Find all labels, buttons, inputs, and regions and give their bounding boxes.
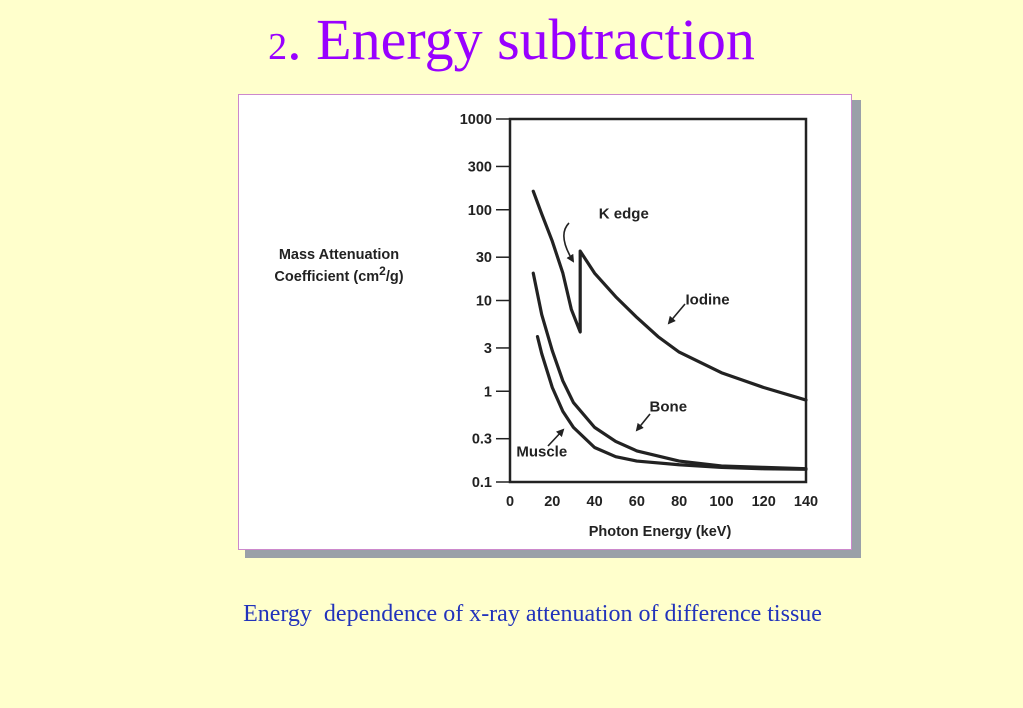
plot-frame [508,117,808,484]
x-tick-label: 80 [671,494,687,510]
slide-caption: Energy dependence of x-ray attenuation o… [243,601,822,627]
slide-title-text: . Energy subtraction [287,7,755,72]
y-tick-label: 30 [476,250,492,266]
bone-arrow [635,413,651,432]
muscle-arrow [547,428,565,447]
series-line-bone [531,271,808,471]
x-tick-label: 120 [752,494,776,510]
k-edge-arrow [563,222,575,263]
y-tick-label: 10 [476,294,492,310]
y-tick-label: 3 [484,341,492,357]
y-tick-label: 300 [468,159,492,175]
y-tick-label: 1 [484,384,492,400]
x-tick-label: 60 [629,494,645,510]
annotation-bone: Bone [650,398,688,415]
x-tick-label: 40 [587,494,603,510]
annotation-muscle: Muscle [516,444,567,461]
x-tick-label: 100 [709,494,733,510]
figure-frame: 1000 300 100 30 10 3 1 0.3 0.1 0 20 40 60 80 100 120 14… [238,94,852,550]
x-tick-label: 20 [544,494,560,510]
x-tick-label: 140 [794,494,818,510]
annotation-k-edge: K edge [599,206,649,223]
iodine-arrow [667,303,686,325]
y-tick-label: 100 [468,203,492,219]
slide-title: 2. Energy subtraction [0,6,1023,73]
series-line-muscle [535,335,808,471]
annotation-iodine: Iodine [685,292,729,309]
y-axis-label-line1: Mass Attenuation [279,247,399,263]
attenuation-chart: 1000 300 100 30 10 3 1 0.3 0.1 0 20 40 60 80 100 120 14… [274,112,818,540]
y-tick-label: 0.3 [472,432,492,448]
x-tick-label: 0 [506,494,514,510]
y-axis-label-line2: Coefficient (cm2/g) [274,264,403,285]
x-axis-label: Photon Energy (keV) [589,524,732,540]
series-line-iodine [531,189,808,402]
slide-title-number: 2 [268,26,288,68]
y-tick-label: 1000 [460,112,492,128]
y-tick-label: 0.1 [472,475,492,491]
